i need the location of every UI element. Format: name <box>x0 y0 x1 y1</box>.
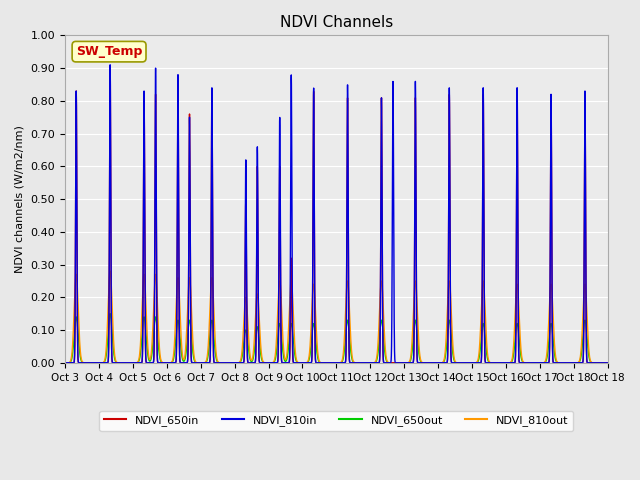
NDVI_810out <box>382 354 390 360</box>
NDVI_810out <box>258 352 266 358</box>
NDVI_810out <box>604 360 612 366</box>
NDVI_810out <box>493 360 500 366</box>
NDVI_810in <box>604 360 612 366</box>
NDVI_650out <box>106 311 114 317</box>
NDVI_810out <box>463 360 471 366</box>
NDVI_810in <box>88 360 96 366</box>
NDVI_650out <box>88 360 96 366</box>
NDVI_650in <box>604 360 612 366</box>
NDVI_810in <box>406 360 413 366</box>
Text: SW_Temp: SW_Temp <box>76 45 142 58</box>
NDVI_650out <box>493 360 500 366</box>
NDVI_650in <box>382 360 390 366</box>
Legend: NDVI_650in, NDVI_810in, NDVI_650out, NDVI_810out: NDVI_650in, NDVI_810in, NDVI_650out, NDV… <box>99 411 573 431</box>
NDVI_810out <box>88 360 96 366</box>
NDVI_650out <box>382 357 390 363</box>
NDVI_810in <box>463 360 471 366</box>
NDVI_650out <box>406 359 413 365</box>
Line: NDVI_810in: NDVI_810in <box>65 65 608 363</box>
NDVI_810out <box>406 358 413 364</box>
NDVI_650in <box>88 360 96 366</box>
Line: NDVI_650out: NDVI_650out <box>65 314 608 363</box>
Y-axis label: NDVI channels (W/m2/nm): NDVI channels (W/m2/nm) <box>15 125 25 273</box>
NDVI_810in <box>382 360 390 366</box>
Title: NDVI Channels: NDVI Channels <box>280 15 393 30</box>
NDVI_650in <box>61 360 69 366</box>
NDVI_650in <box>493 360 500 366</box>
NDVI_650out <box>258 356 266 361</box>
NDVI_650out <box>463 360 471 366</box>
NDVI_810in <box>61 360 69 366</box>
Line: NDVI_810out: NDVI_810out <box>65 271 608 363</box>
NDVI_810out <box>61 360 69 366</box>
NDVI_650out <box>61 360 69 366</box>
NDVI_810in <box>493 360 500 366</box>
Line: NDVI_650in: NDVI_650in <box>65 68 608 363</box>
NDVI_810in <box>258 360 266 366</box>
NDVI_810in <box>106 62 114 68</box>
NDVI_650in <box>406 360 413 366</box>
NDVI_810out <box>106 268 114 274</box>
NDVI_650in <box>258 360 266 366</box>
NDVI_650in <box>463 360 471 366</box>
NDVI_650out <box>604 360 612 366</box>
NDVI_650in <box>106 65 114 71</box>
